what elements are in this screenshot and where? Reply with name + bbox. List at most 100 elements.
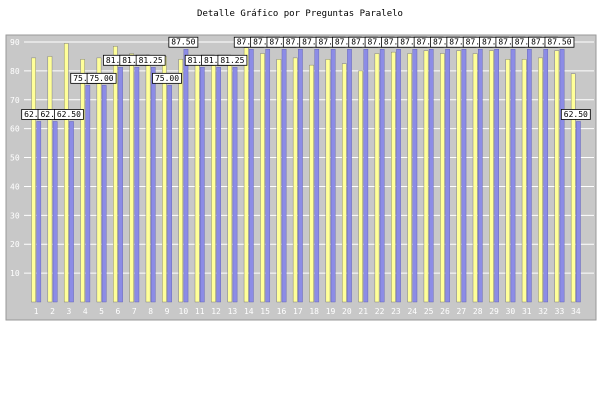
bar-series-1 xyxy=(281,49,287,303)
bar-series-1 xyxy=(379,49,385,303)
bar-series-2 xyxy=(162,56,167,303)
bar-series-1 xyxy=(461,49,467,303)
bar-series-2 xyxy=(31,57,36,303)
y-tick-label: 20 xyxy=(10,240,20,249)
data-label: 87.50 xyxy=(466,38,490,47)
x-tick-label: 24 xyxy=(407,307,417,316)
bar-series-2 xyxy=(309,64,314,303)
bar-series-2 xyxy=(260,53,265,303)
x-tick-label: 4 xyxy=(83,307,88,316)
data-label: 62.50 xyxy=(57,110,81,119)
x-tick-label: 5 xyxy=(99,307,104,316)
x-tick-label: 34 xyxy=(571,307,581,316)
bar-series-2 xyxy=(374,53,380,303)
bar-series-1 xyxy=(249,49,254,303)
data-label: 87.50 xyxy=(547,38,571,47)
x-tick-label: 8 xyxy=(148,307,153,316)
data-label-box xyxy=(560,109,591,120)
y-tick-label: 40 xyxy=(10,182,20,191)
data-label: 81.25 xyxy=(139,56,163,65)
x-tick-label: 7 xyxy=(132,307,137,316)
x-tick-label: 15 xyxy=(260,307,270,316)
bar-series-2 xyxy=(341,63,347,303)
bar-series-2 xyxy=(391,51,396,303)
data-label: 87.50 xyxy=(286,38,310,47)
y-tick-label: 90 xyxy=(10,38,20,47)
data-label: 81.25 xyxy=(106,56,130,65)
bar-series-1 xyxy=(232,67,238,303)
data-label: 81.25 xyxy=(204,56,228,65)
bar-series-2 xyxy=(325,59,331,303)
bar-series-2 xyxy=(276,59,282,303)
x-tick-label: 14 xyxy=(244,307,254,316)
bar-series-1 xyxy=(576,121,581,303)
bar-series-1 xyxy=(265,49,271,303)
bar-series-2 xyxy=(456,50,462,303)
data-label: 87.50 xyxy=(482,38,506,47)
bar-series-1 xyxy=(150,67,156,303)
bar-series-2 xyxy=(178,59,184,303)
data-label: 87.50 xyxy=(237,38,261,47)
data-label: 87.50 xyxy=(368,38,392,47)
data-label: 62.50 xyxy=(24,110,48,119)
x-tick-label: 23 xyxy=(391,307,401,316)
x-tick-label: 16 xyxy=(277,307,287,316)
bar-series-2 xyxy=(570,73,576,303)
bar-series-2 xyxy=(80,59,85,303)
data-label-box xyxy=(86,72,117,84)
data-label: 75.00 xyxy=(90,74,114,83)
x-tick-label: 17 xyxy=(293,307,303,316)
bar-series-2 xyxy=(47,56,53,303)
bar-series-1 xyxy=(396,49,401,303)
bar-series-1 xyxy=(298,49,303,303)
bar-series-1 xyxy=(330,49,336,303)
x-tick-label: 21 xyxy=(358,307,368,316)
x-tick-label: 22 xyxy=(375,307,385,316)
bar-series-2 xyxy=(440,53,445,303)
bar-series-2 xyxy=(554,50,560,303)
data-label-box xyxy=(152,72,182,84)
data-label: 87.50 xyxy=(531,38,555,47)
x-tick-label: 30 xyxy=(506,307,516,316)
data-label: 87.50 xyxy=(302,38,326,47)
bar-series-2 xyxy=(538,57,543,303)
bar-series-1 xyxy=(494,49,499,303)
data-label: 81.25 xyxy=(122,56,146,65)
bar-series-1 xyxy=(314,49,320,303)
bar-series-1 xyxy=(101,85,107,303)
y-tick-label: 70 xyxy=(10,96,20,105)
bar-series-1 xyxy=(412,49,418,303)
bar-series-1 xyxy=(200,67,205,303)
bar-series-2 xyxy=(407,53,412,303)
x-tick-label: 12 xyxy=(211,307,221,316)
data-label: 87.50 xyxy=(515,38,539,47)
data-label: 87.50 xyxy=(171,38,195,47)
bar-series-1 xyxy=(85,85,91,303)
bar-series-2 xyxy=(472,53,478,303)
data-label: 75.00 xyxy=(73,74,97,83)
data-label: 62.50 xyxy=(564,110,588,119)
x-tick-label: 9 xyxy=(165,307,170,316)
bar-series-1 xyxy=(183,49,189,303)
bar-series-1 xyxy=(167,85,172,303)
bar-series-1 xyxy=(36,121,42,303)
x-tick-label: 10 xyxy=(179,307,189,316)
data-label: 81.25 xyxy=(188,56,212,65)
data-label: 87.50 xyxy=(269,38,293,47)
x-tick-label: 28 xyxy=(473,307,483,316)
data-label: 87.50 xyxy=(400,38,424,47)
y-tick-label: 10 xyxy=(10,269,20,278)
data-label: 87.50 xyxy=(335,38,359,47)
x-tick-label: 19 xyxy=(326,307,336,316)
x-tick-label: 25 xyxy=(424,307,434,316)
bar-series-1 xyxy=(527,49,532,303)
bar-series-1 xyxy=(216,67,221,303)
bar-series-2 xyxy=(292,57,298,303)
data-label: 87.50 xyxy=(433,38,457,47)
bar-series-1 xyxy=(478,49,483,303)
data-label: 87.50 xyxy=(318,38,342,47)
data-label: 81.25 xyxy=(220,56,244,65)
bar-series-1 xyxy=(510,49,516,303)
x-tick-label: 6 xyxy=(116,307,121,316)
